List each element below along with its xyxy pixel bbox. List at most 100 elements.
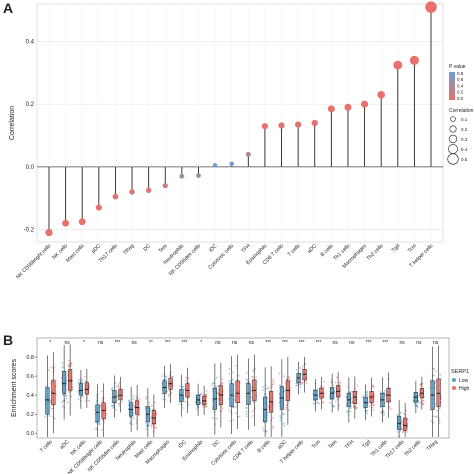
jitter-point [383,389,386,392]
panel-b-legend: SERP1 Low High [451,369,470,392]
legend-low-label: Low [459,378,469,384]
x-tick-label: Tem [157,243,168,254]
jitter-point [221,378,224,380]
jitter-point [372,404,375,407]
box [202,395,207,405]
x-tick-label: T cells [39,439,54,454]
x-tick-label: B cells [320,243,335,258]
significance-label: *** [382,340,388,346]
jitter-point [346,411,349,414]
lollipop-point [294,121,302,128]
jitter-point [149,421,151,424]
jitter-point [282,422,285,425]
jitter-point [271,385,273,388]
jitter-point [283,424,286,427]
jitter-point [432,415,435,418]
box [118,389,123,401]
size-legend-circle [448,134,458,144]
jitter-point [251,410,254,413]
jitter-point [232,418,235,421]
jitter-point [196,408,198,411]
lollipop-point [261,123,269,130]
jitter-point [132,417,135,420]
jitter-point [153,401,156,404]
jitter-point [422,402,425,405]
jitter-point [406,431,409,433]
jitter-point [338,404,341,407]
jitter-point [221,407,224,410]
colorbar-tick: 0.4 [457,83,464,88]
x-tick-label: Tcm [407,243,418,254]
x-tick-label: NK CD56bright cells [15,243,53,281]
jitter-point [435,370,438,373]
significance-label: ns [399,340,405,346]
jitter-point [288,376,291,378]
size-legend-circle [450,116,456,122]
jitter-point [182,407,185,409]
jitter-point [78,378,81,381]
jitter-point [333,405,336,408]
jitter-point [316,388,319,391]
lollipop-point [425,1,437,13]
legend-pvalue-title: P value [449,64,466,70]
significance-label: *** [282,340,288,346]
jitter-point [336,376,338,379]
jitter-point [64,394,67,397]
jitter-point [405,409,408,412]
jitter-point [152,430,155,433]
size-legend-label: 0.2 [461,127,468,132]
y-tick-label: 0.0 [26,431,34,437]
lollipop-point [95,204,102,211]
jitter-point [366,391,368,393]
panel-a-legend: P value 0.80.60.40.20.0 Correlation 0.10… [447,64,474,165]
x-tick-label: iDC [177,439,188,450]
jitter-point [162,398,164,401]
jitter-point [322,380,325,383]
jitter-point [301,367,304,370]
significance-label: ns [215,340,221,346]
panel-b-chart: 0.0 0.2 0.4 0.6 0.8 Enrichment scores * ns * ns… [11,337,470,474]
jitter-point [161,393,164,396]
jitter-point [212,417,215,420]
panel-b-plot-area [36,337,450,439]
box [397,415,402,430]
significance-label: ns [131,340,137,346]
jitter-point [118,382,121,384]
box [45,387,50,415]
jitter-point [51,408,54,410]
box [112,390,117,404]
jitter-point [115,409,117,411]
jitter-point [178,402,181,405]
jitter-point [248,381,251,384]
jitter-point [329,401,331,404]
lollipop-point [45,228,53,237]
jitter-point [147,424,150,427]
jitter-point [132,398,134,400]
y-tick-label: 0.4 [26,40,35,46]
legend-high-label: High [459,386,470,392]
box [352,391,357,404]
jitter-point [66,401,69,404]
lollipop-point [179,173,185,179]
jitter-point [100,390,103,393]
lollipop-point [112,193,119,200]
jitter-point [235,412,238,414]
jitter-point [61,362,64,364]
jitter-point [196,404,199,407]
jitter-point [53,417,56,420]
significance-label: ns [433,340,439,346]
y-tick-label: -0.2 [24,227,35,233]
jitter-point [251,415,254,417]
jitter-point [213,411,215,413]
jitter-point [65,397,67,400]
jitter-point [255,376,257,379]
box [95,404,100,423]
y-tick-label: 0.6 [26,374,34,380]
legend-correlation-sizes: 0.1 0.2 0.3 0.4 0.5 [447,116,468,165]
jitter-point [263,429,265,432]
jitter-point [413,401,416,404]
jitter-point [405,413,407,416]
jitter-point [436,409,438,412]
panel-a-chart: -0.20.00.20.4 Correlation NK CD56bright … [9,1,474,280]
